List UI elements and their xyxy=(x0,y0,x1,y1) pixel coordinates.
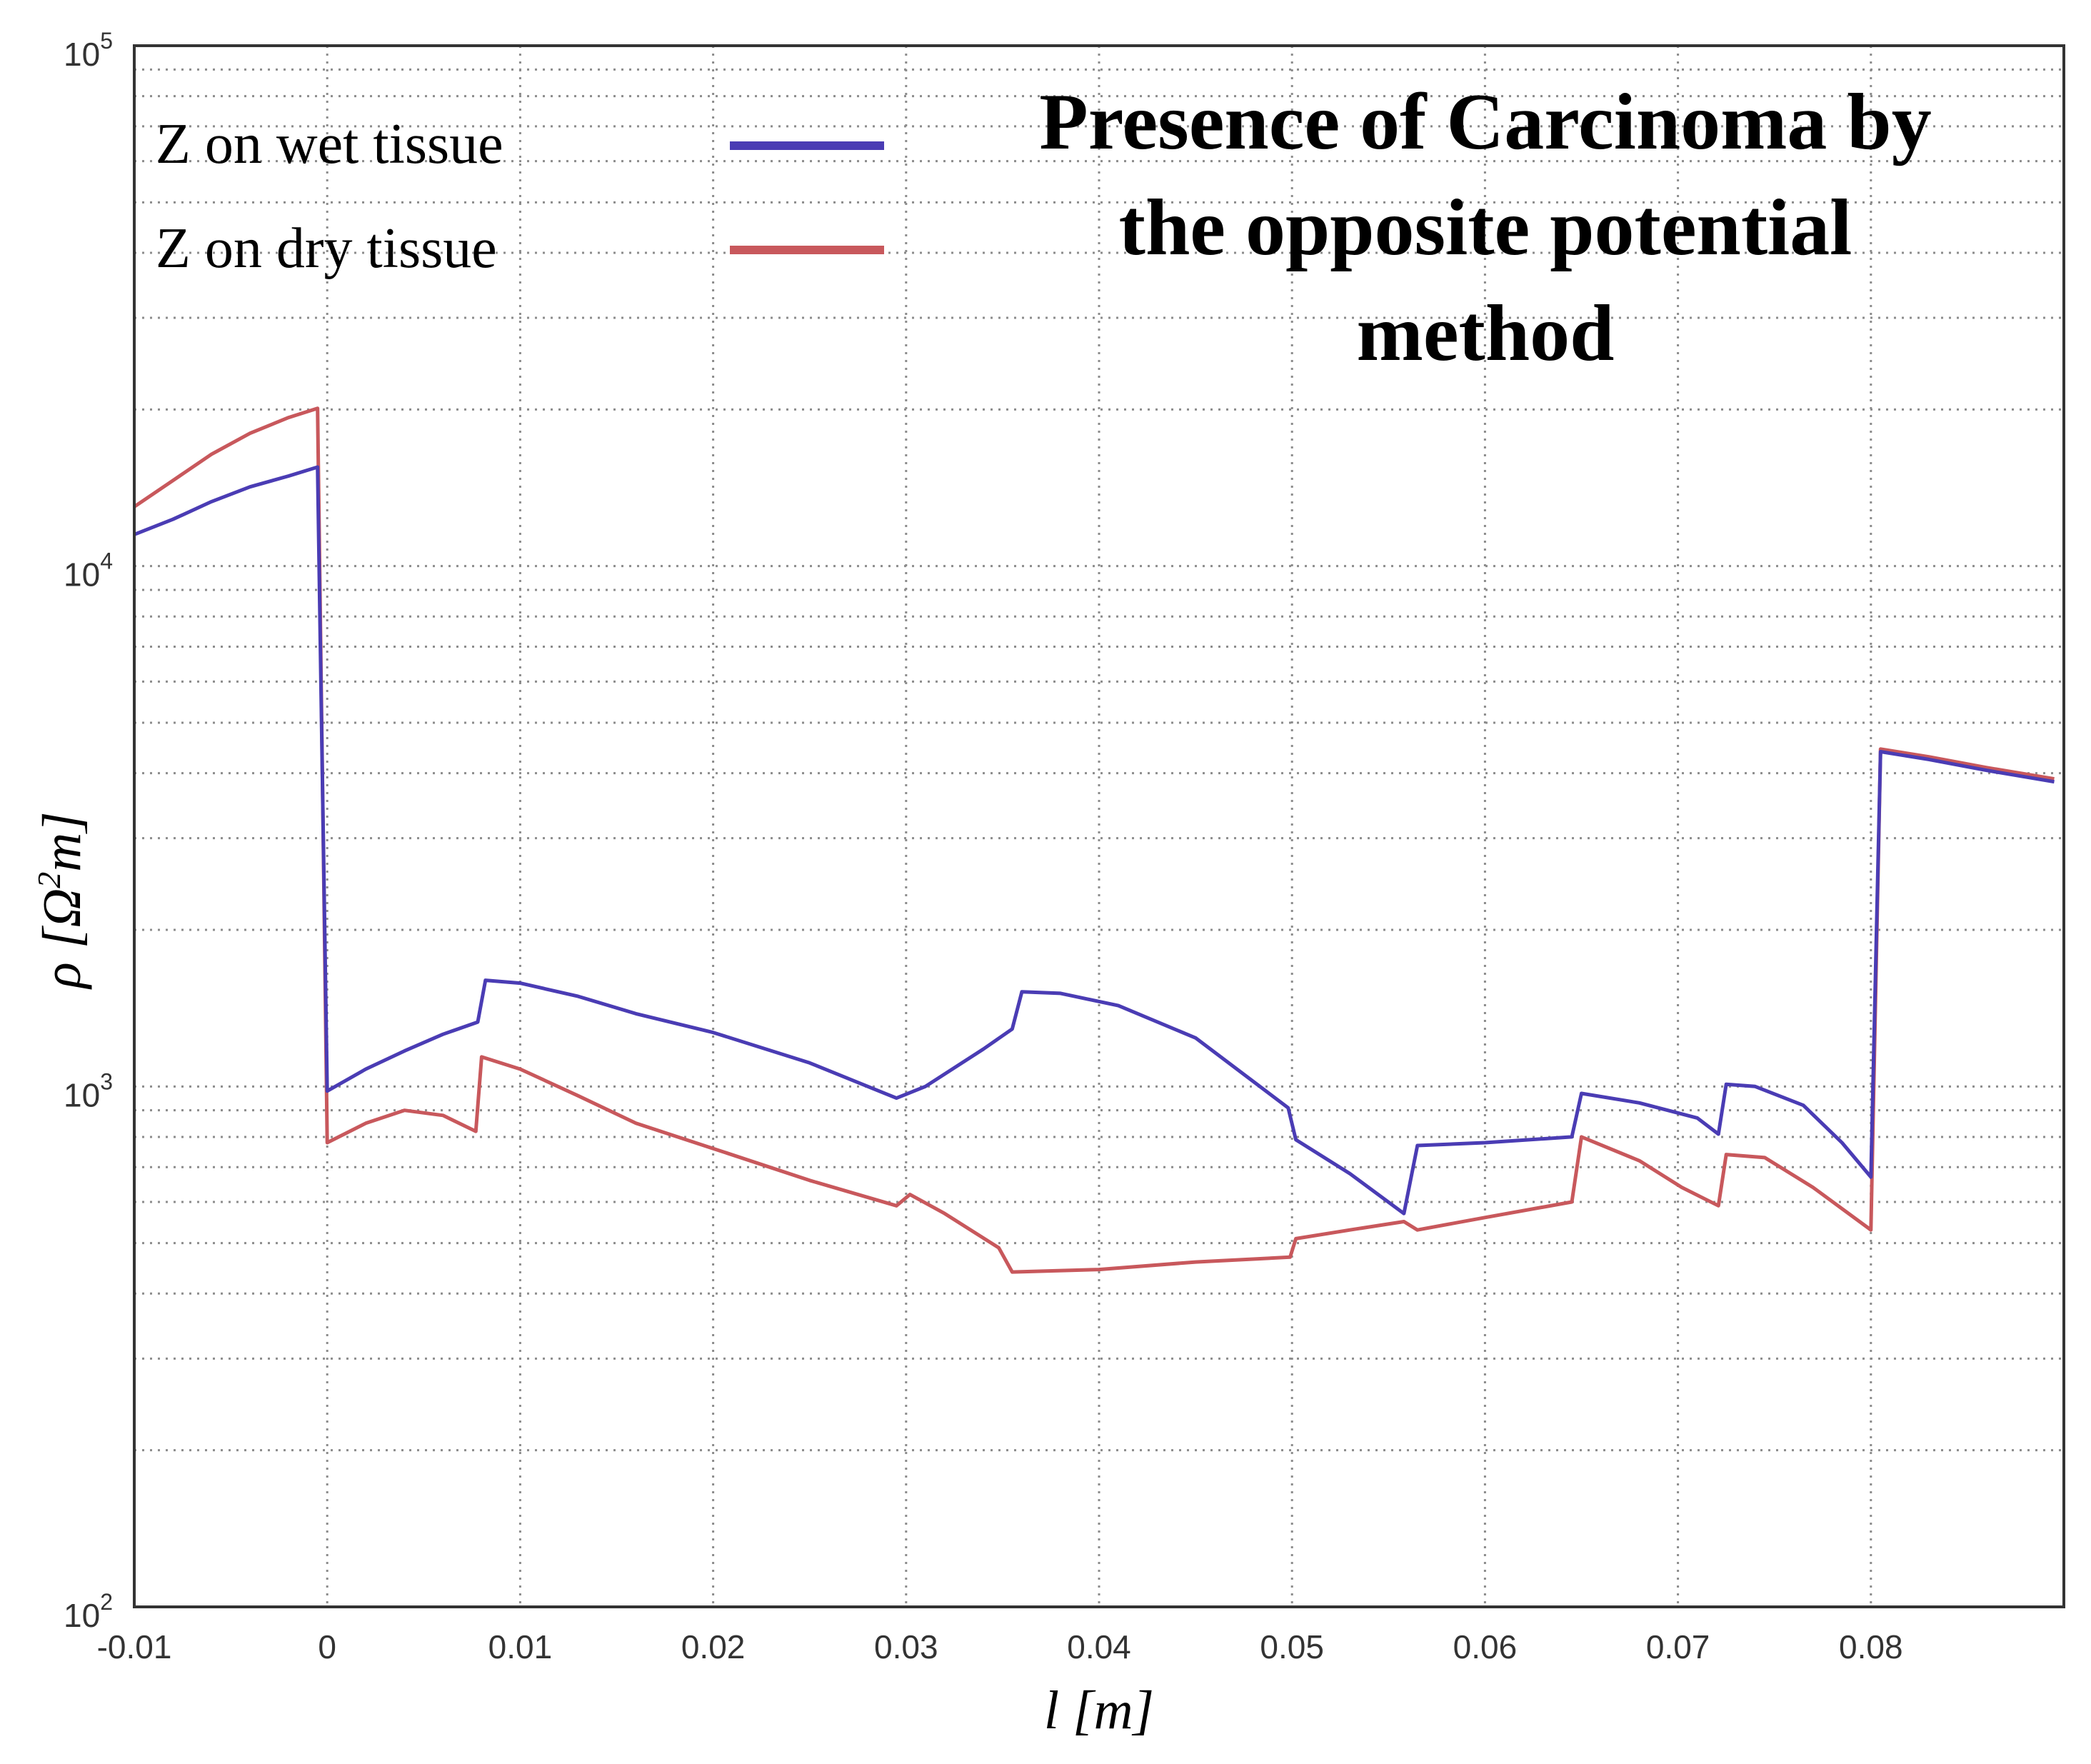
chart-title-line: the opposite potential xyxy=(1119,184,1852,272)
y-axis-label-sup: 2 xyxy=(31,872,67,888)
legend-label: Z on wet tissue xyxy=(156,113,503,176)
series-line xyxy=(134,465,2055,1216)
y-tick-exponent: 5 xyxy=(100,28,113,54)
y-tick-base: 10 xyxy=(64,1597,100,1634)
y-tick-base: 10 xyxy=(64,36,100,73)
legend-label: Z on dry tissue xyxy=(156,217,497,280)
series-group xyxy=(133,406,2055,1274)
y-tick-exponent: 4 xyxy=(100,548,113,574)
x-tick-label: 0.07 xyxy=(1646,1628,1710,1665)
x-tick-label: 0 xyxy=(318,1628,336,1665)
x-tick-label: 0.04 xyxy=(1067,1628,1131,1665)
y-tick-base: 10 xyxy=(64,1076,100,1113)
chart-title-line: method xyxy=(1357,289,1615,378)
y-axis-label-suffix: m] xyxy=(32,811,92,871)
series-line xyxy=(133,406,2055,1274)
x-tick-label: 0.01 xyxy=(488,1628,553,1665)
x-tick-label: 0.02 xyxy=(681,1628,746,1665)
y-axis-label: ρ [Ω2m] xyxy=(31,811,92,989)
y-tick-label: 103 xyxy=(64,1068,113,1113)
x-tick-label: 0.03 xyxy=(874,1628,938,1665)
y-tick-label: 105 xyxy=(64,28,113,73)
tick-labels: -0.01 0 0.01 0.02 0.03 0.04 0.05 0.06 0.07 0.08 10… xyxy=(64,28,1903,1665)
chart-title-line: Presence of Carcinoma by xyxy=(1039,78,1931,166)
y-tick-exponent: 2 xyxy=(100,1589,113,1615)
x-tick-label: 0.08 xyxy=(1839,1628,1903,1665)
y-axis-label-prefix: ρ [Ω xyxy=(32,888,92,990)
chart-title: Presence of Carcinoma by the opposite pot… xyxy=(1039,78,1931,378)
x-axis-label: l [m] xyxy=(1044,1680,1154,1740)
x-tick-label: 0.05 xyxy=(1260,1628,1324,1665)
y-tick-label: 102 xyxy=(64,1589,113,1634)
y-tick-base: 10 xyxy=(64,556,100,593)
x-tick-label: 0.06 xyxy=(1453,1628,1518,1665)
x-tick-label: -0.01 xyxy=(97,1628,172,1665)
legend: Z on wet tissue Z on dry tissue xyxy=(156,113,884,280)
y-tick-label: 104 xyxy=(64,548,113,593)
y-tick-exponent: 3 xyxy=(100,1068,113,1094)
plot-frame xyxy=(133,44,2065,1608)
